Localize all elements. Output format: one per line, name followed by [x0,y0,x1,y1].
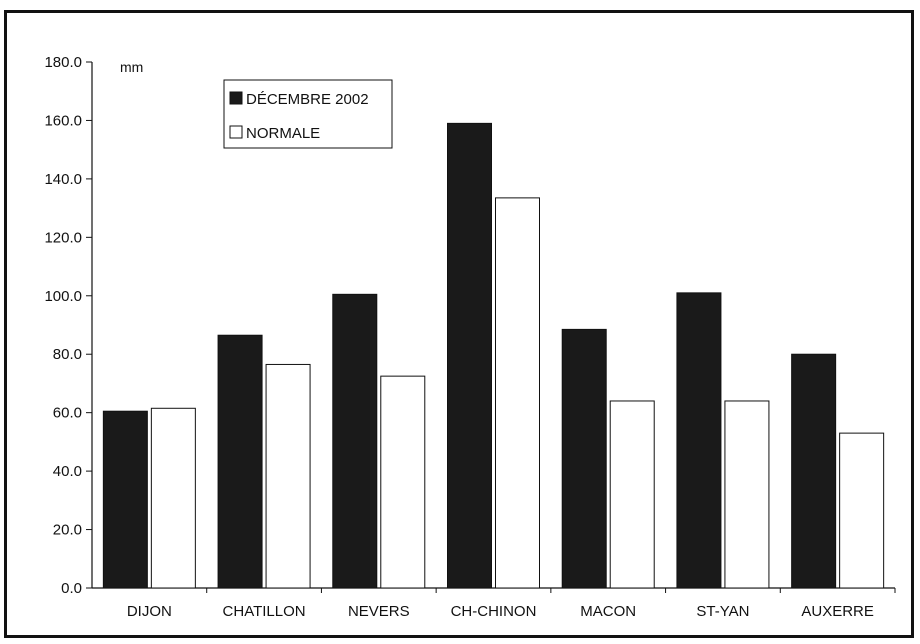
bar-decembre-2002-dijon [102,410,148,589]
y-tick-label: 160.0 [44,112,82,129]
x-category-label: ST-YAN [696,603,749,620]
bar-decembre-2002-nevers [332,293,378,589]
legend-swatch-normale [229,125,243,139]
bar-decembre-2002-st-yan [676,292,722,589]
bar-decembre-2002-chatillon [217,334,263,589]
bar-normale-ch-chinon [495,197,540,589]
legend-label-normale: NORMALE [246,125,320,142]
legend: DÉCEMBRE 2002 NORMALE [223,79,393,149]
x-category-label: DIJON [127,603,172,620]
legend-frame [223,79,393,149]
y-tick-label: 80.0 [53,346,82,363]
bar-normale-macon [609,400,655,589]
x-category-label: CHATILLON [223,603,306,620]
y-tick-label: 60.0 [53,405,82,422]
x-category-label: NEVERS [348,603,410,620]
x-category-label: MACON [580,603,636,620]
x-category-label: CH-CHINON [451,603,537,620]
bar-decembre-2002-ch-chinon [447,122,492,589]
bar-decembre-2002-auxerre [791,353,837,589]
y-tick-label: 180.0 [44,54,82,71]
y-tick-label: 40.0 [53,463,82,480]
y-tick-label: 120.0 [44,229,82,246]
axis-labels: 0.0 20.0 40.0 60.0 80.0 100.0 120.0 140.0 160.0 1… [44,54,873,620]
bar-decembre-2002-macon [561,328,607,589]
legend-label-decembre-2002: DÉCEMBRE 2002 [246,91,369,108]
y-tick-label: 140.0 [44,171,82,188]
bar-normale-dijon [150,407,196,589]
y-tick-label: 0.0 [61,580,82,597]
bar-normale-st-yan [724,400,770,589]
bar-normale-chatillon [265,363,311,589]
legend-swatch-decembre-2002 [229,91,243,105]
bar-normale-nevers [380,375,426,589]
y-unit-label: mm [120,59,143,75]
y-tick-label: 20.0 [53,522,82,539]
x-category-label: AUXERRE [801,603,874,620]
y-tick-label: 100.0 [44,288,82,305]
bars [102,122,885,589]
bar-normale-auxerre [839,432,885,589]
